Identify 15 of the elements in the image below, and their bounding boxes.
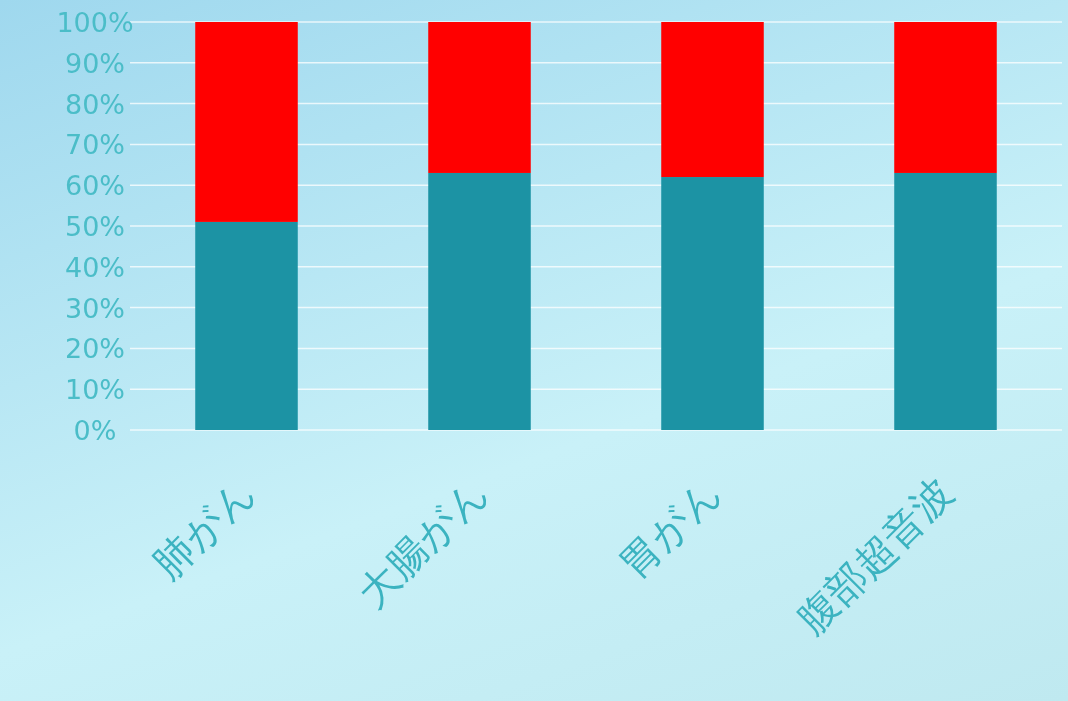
y-tick-label: 100% (56, 7, 134, 38)
y-tick-label: 40% (64, 251, 126, 283)
y-tick-label: 20% (64, 333, 126, 365)
x-tick-label: 腹部超音波 (787, 468, 962, 643)
y-tick-label: 90% (64, 47, 126, 79)
y-tick-label: 70% (64, 129, 126, 161)
x-tick-label: 肺がん (144, 468, 263, 588)
y-tick-label: 10% (64, 374, 126, 406)
x-tick-label: 胃がん (610, 468, 729, 588)
y-tick-label: 50% (64, 211, 126, 242)
y-tick-label: 80% (64, 88, 126, 120)
x-tick-label: 大腸がん (348, 468, 496, 616)
y-tick-label: 60% (64, 170, 126, 202)
y-tick-label: 0% (73, 415, 117, 446)
y-tick-label: 30% (64, 292, 126, 324)
